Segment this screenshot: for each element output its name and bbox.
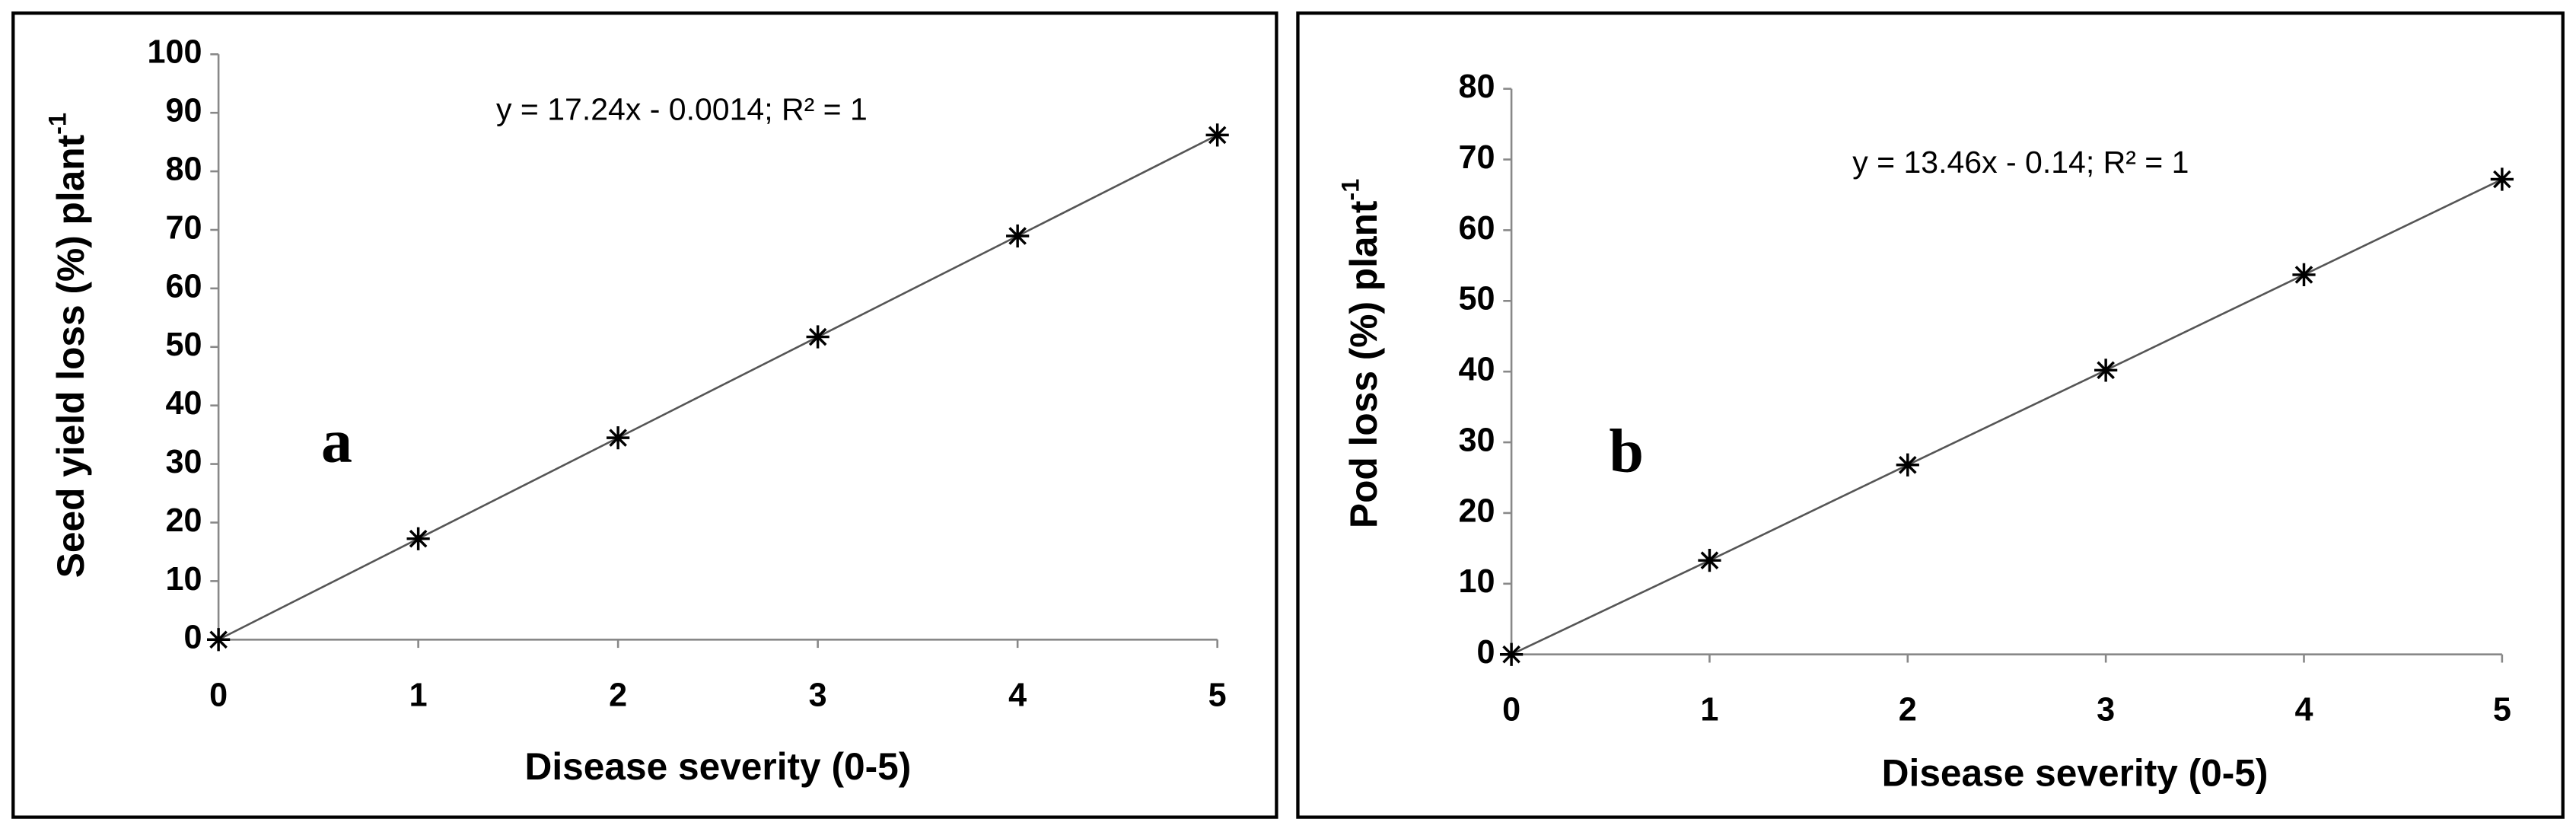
x-tick-label: 1 <box>1700 692 1718 728</box>
chart-panel: 0 10 20 30 40 50 60 70 80 90 100 0 1 2 3 4 5 Disease seve… <box>11 11 1278 819</box>
panel-label: a <box>321 406 352 475</box>
marker <box>406 527 430 550</box>
marker <box>806 325 829 349</box>
x-axis-label: Disease severity (0-5) <box>1882 752 2269 795</box>
marker <box>207 628 231 652</box>
equation: y = 13.46x - 0.14; R² = 1 <box>1852 145 2189 180</box>
x-tick-label: 2 <box>609 677 627 713</box>
panel-frame <box>11 11 1278 819</box>
y-axis-label: Pod loss (%) plant-1 <box>1336 179 1385 528</box>
trend-line <box>1511 178 2503 655</box>
y-tick-label: 80 <box>166 151 202 187</box>
y-tick-label: 30 <box>1458 422 1495 458</box>
y-tick-label: 10 <box>166 561 202 598</box>
y-tick-label: 0 <box>184 620 202 656</box>
marker <box>1205 123 1229 147</box>
x-tick-label: 4 <box>1008 677 1027 713</box>
marker <box>2490 167 2514 191</box>
y-axis-label-main: Pod loss (%) plant <box>1342 201 1385 529</box>
trend-line <box>218 134 1218 641</box>
x-tick-label: 0 <box>1502 692 1520 728</box>
marker <box>1499 642 1524 666</box>
equation: y = 17.24x - 0.0014; R² = 1 <box>496 92 868 127</box>
y-tick-label: 20 <box>166 502 202 539</box>
x-tick-label: 2 <box>1899 692 1917 728</box>
y-tick-label: 70 <box>1458 139 1495 176</box>
panel-label: b <box>1609 416 1644 485</box>
y-tick-label: 70 <box>166 209 202 246</box>
y-tick-label: 30 <box>166 444 202 480</box>
marker <box>1698 549 1721 572</box>
y-axis-label-main: Seed yield loss (%) plant <box>49 135 92 578</box>
x-tick-label: 1 <box>409 677 428 713</box>
marker <box>2094 359 2118 382</box>
marker <box>1896 453 1919 477</box>
y-tick-label: 50 <box>166 327 202 363</box>
x-tick-label: 4 <box>2294 692 2313 728</box>
x-tick-label: 5 <box>2493 692 2511 728</box>
x-tick-label: 3 <box>2097 692 2115 728</box>
y-tick-label: 80 <box>1458 69 1495 105</box>
y-tick-label: 90 <box>166 93 202 129</box>
y-tick-label: 100 <box>148 34 202 71</box>
y-tick-label: 50 <box>1458 281 1495 317</box>
y-tick-label: 40 <box>1458 352 1495 388</box>
y-tick-label: 60 <box>1458 210 1495 247</box>
marker <box>2292 263 2316 287</box>
y-tick-label: 60 <box>166 268 202 304</box>
x-axis-label: Disease severity (0-5) <box>525 745 912 788</box>
chart-panel: 0 10 20 30 40 50 60 70 80 0 1 2 3 4 5 Disease severity … <box>1296 11 2565 819</box>
y-tick-label: 20 <box>1458 493 1495 529</box>
marker <box>607 426 630 450</box>
x-tick-label: 3 <box>809 677 827 713</box>
y-axis-label-sup: -1 <box>43 113 71 135</box>
y-tick-label: 40 <box>166 385 202 422</box>
y-axis-label-sup: -1 <box>1336 179 1364 201</box>
panel-frame <box>1296 11 2565 819</box>
y-axis-label: Seed yield loss (%) plant-1 <box>43 113 92 578</box>
x-tick-label: 5 <box>1208 677 1227 713</box>
y-tick-label: 10 <box>1458 563 1495 600</box>
x-tick-label: 0 <box>209 677 228 713</box>
y-tick-label: 0 <box>1477 634 1495 671</box>
marker <box>1006 224 1030 248</box>
